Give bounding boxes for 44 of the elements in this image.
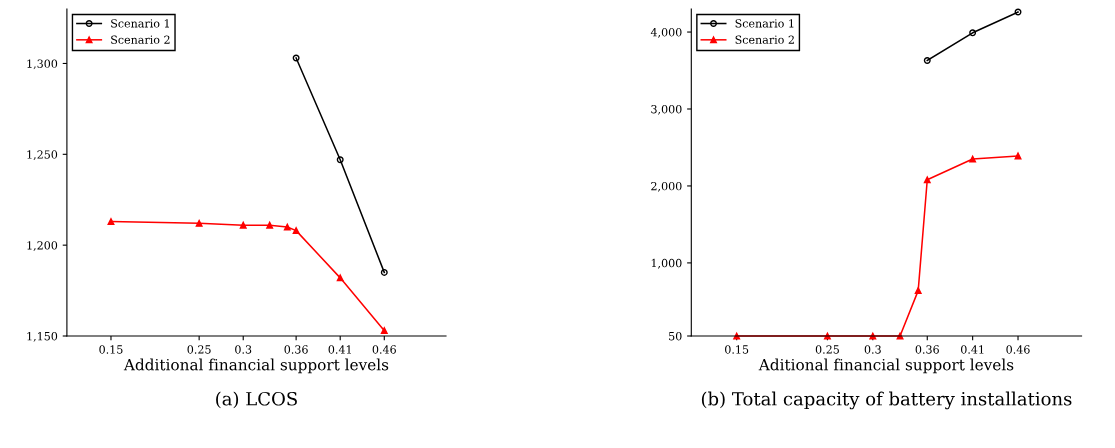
y-tick-label: 50 xyxy=(669,331,682,341)
x-tick-label: 0.25 xyxy=(815,345,839,354)
point xyxy=(336,156,344,164)
x-tick-label: 0.41 xyxy=(961,345,984,354)
y-tick-label: 1,150 xyxy=(27,331,58,342)
point xyxy=(923,176,931,184)
x-tick-label: 0.15 xyxy=(725,345,749,354)
text: (a) LCOS xyxy=(216,391,297,409)
y-tick-label: 4,000 xyxy=(650,28,682,38)
legend-label: Scenario 2 xyxy=(111,35,170,44)
point xyxy=(380,268,388,276)
x-tick-label: 0.36 xyxy=(284,345,308,354)
point xyxy=(380,327,388,335)
x-tick-label: 0.46 xyxy=(1006,345,1030,354)
x-axis-title: Additional financial support levels xyxy=(123,358,389,374)
y-tick-label: 2,000 xyxy=(651,181,682,192)
point xyxy=(969,155,977,163)
point xyxy=(923,57,931,64)
y-tick-label: 3,000 xyxy=(651,104,682,115)
point xyxy=(239,221,247,229)
point xyxy=(292,227,300,235)
legend-label: Scenario 1 xyxy=(735,19,794,28)
point xyxy=(107,218,115,226)
y-tick-label: 1,250 xyxy=(27,150,58,161)
point xyxy=(336,274,344,282)
point xyxy=(914,287,922,295)
point xyxy=(283,223,291,231)
x-tick-label: 0.25 xyxy=(187,345,211,354)
legend-label: Scenario 1 xyxy=(111,19,169,28)
x-axis-title: Aditional financial support levels xyxy=(758,358,1014,374)
x-tick-label: 0.41 xyxy=(328,345,351,354)
x-tick-label: 0.46 xyxy=(372,345,396,354)
y-tick-label: 1,000 xyxy=(651,258,682,269)
x-tick-label: 0.15 xyxy=(99,345,123,354)
x-tick-label: 0.3 xyxy=(864,345,881,354)
y-tick-label: 1,300 xyxy=(27,59,58,70)
x-tick-label: 0.36 xyxy=(915,345,939,354)
point xyxy=(266,221,274,229)
point xyxy=(969,29,977,37)
legend-label: Scenario 2 xyxy=(735,35,794,44)
text: (b) Total capacity of battery installations xyxy=(701,391,1072,410)
y-tick-label: 1,200 xyxy=(27,241,58,251)
point xyxy=(195,219,203,227)
x-tick-label: 0.3 xyxy=(235,345,252,354)
